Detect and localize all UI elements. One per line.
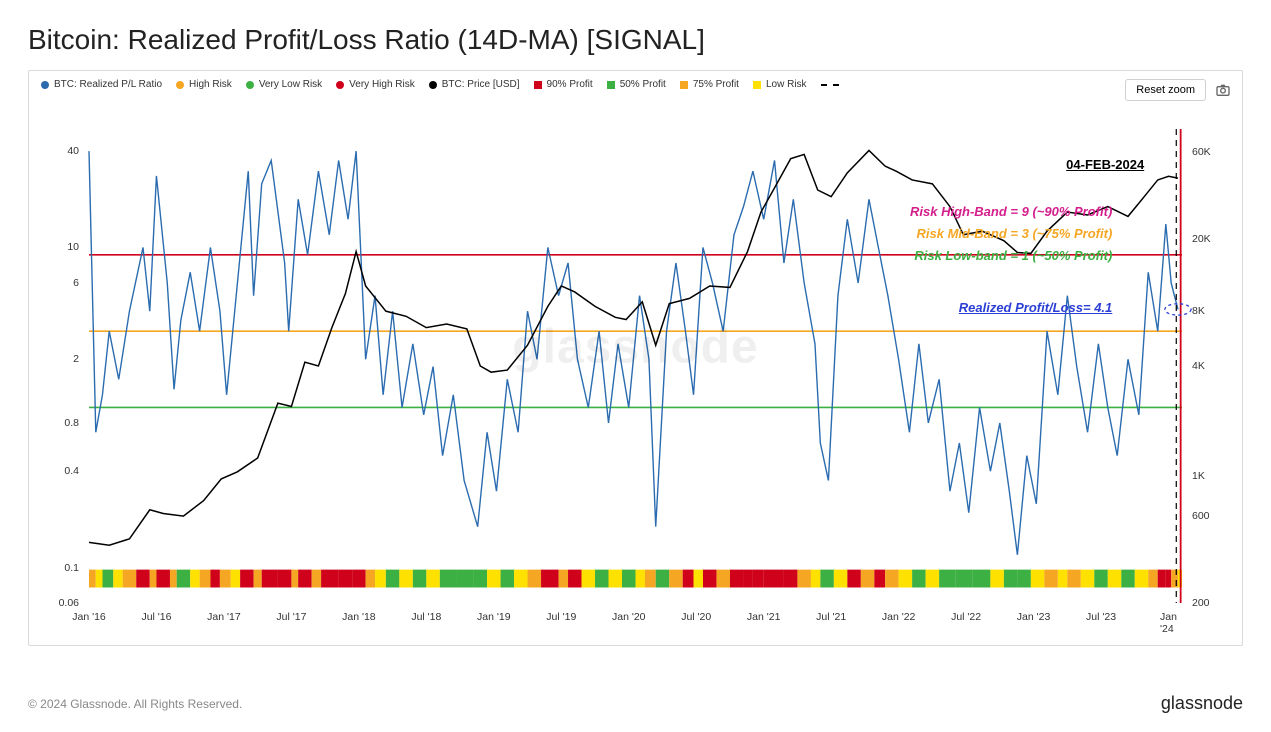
copyright: © 2024 Glassnode. All Rights Reserved. xyxy=(28,697,242,711)
legend-item: 50% Profit xyxy=(607,79,666,90)
page-title: Bitcoin: Realized Profit/Loss Ratio (14D… xyxy=(28,24,1243,56)
legend-item: Very High Risk xyxy=(336,79,415,90)
legend-item: High Risk xyxy=(176,79,232,90)
legend: BTC: Realized P/L Ratio High Risk Very Low… xyxy=(29,71,1242,96)
brand-logo: glassnode xyxy=(1161,693,1243,714)
reset-zoom-button[interactable]: Reset zoom xyxy=(1125,79,1206,101)
legend-item: BTC: Price [USD] xyxy=(429,79,520,90)
y-axis-right: 2006001K4K8K20K60K xyxy=(1186,129,1242,603)
plot-area[interactable]: glassnode 04-FEB-2024Risk High-Band = 9 … xyxy=(89,129,1182,603)
camera-icon[interactable] xyxy=(1214,81,1232,99)
footer: © 2024 Glassnode. All Rights Reserved. g… xyxy=(28,693,1243,714)
chart-container: BTC: Realized P/L Ratio High Risk Very Low… xyxy=(28,70,1243,646)
legend-item xyxy=(821,84,844,86)
legend-item: 90% Profit xyxy=(534,79,593,90)
legend-item: 75% Profit xyxy=(680,79,739,90)
x-axis: Jan '16Jul '16Jan '17Jul '17Jan '18Jul '… xyxy=(89,611,1182,627)
legend-item: Low Risk xyxy=(753,79,807,90)
legend-item: BTC: Realized P/L Ratio xyxy=(41,79,162,90)
chart-toolbar: Reset zoom xyxy=(1125,79,1232,101)
legend-item: Very Low Risk xyxy=(246,79,322,90)
y-axis-left: 0.060.10.40.8261040 xyxy=(29,129,85,603)
